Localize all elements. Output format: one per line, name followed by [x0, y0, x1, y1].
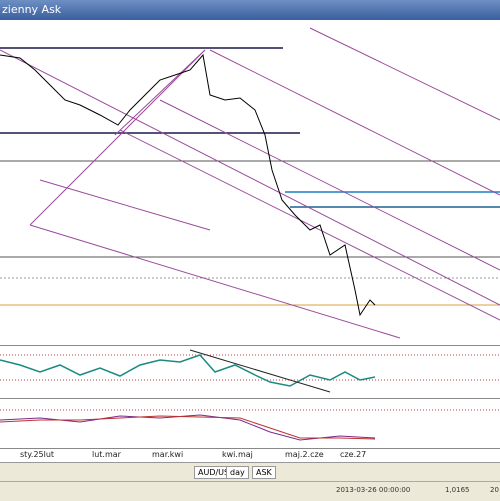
x-tick-label: kwi.maj — [222, 450, 253, 459]
x-tick-label: mar.kwi — [152, 450, 183, 459]
x-tick-label: lut.mar — [92, 450, 122, 459]
x-tick-label: maj.2.cze — [285, 450, 324, 459]
x-tick-label: sty.25lut — [20, 450, 54, 459]
status-cell: 1,0165 — [445, 486, 470, 494]
tab[interactable]: ASK — [252, 466, 276, 479]
x-tick-label: cze.27 — [340, 450, 366, 459]
chart-area: sty.25lut lut.mar mar.kwi kwi.maj maj.2.cze c… — [0, 20, 500, 462]
toolbar: AUD/USD day ASK — [0, 462, 500, 481]
window-title: zienny Ask — [0, 0, 500, 20]
status-bar: 2013-03-26 00:00:00 1,0165 20 — [0, 481, 500, 501]
tab[interactable]: day — [226, 466, 249, 479]
status-cell: 2013-03-26 00:00:00 — [336, 486, 411, 494]
status-cell: 20 — [490, 486, 499, 494]
